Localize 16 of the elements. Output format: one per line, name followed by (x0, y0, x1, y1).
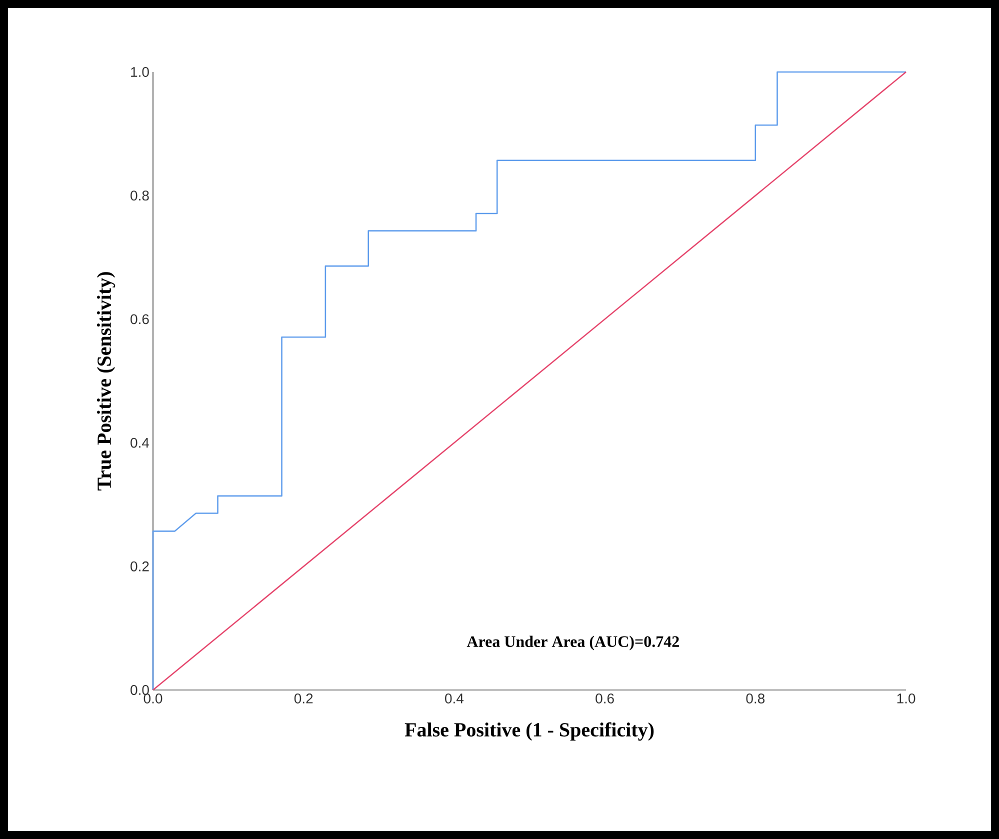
y-tick-label: 0.8 (130, 190, 149, 201)
x-tick-label: 0.0 (144, 694, 162, 704)
y-tick-label: 0.2 (130, 561, 149, 572)
x-axis-title: False Positive (1 - Specificity) (404, 722, 654, 741)
annotation: Area Under Area (AUC)=0.742 (466, 636, 679, 650)
x-tick-label: 0.6 (596, 694, 614, 704)
x-tick-label: 0.2 (294, 694, 313, 704)
y-axis-title: True Positive (Sensitivity) (96, 272, 116, 490)
y-tick-label: 0.4 (130, 438, 150, 448)
y-tick-label: 0.0 (130, 685, 149, 695)
line-series (152, 71, 907, 691)
y-tick-label: 0.6 (130, 314, 149, 324)
x-tick-label: 0.8 (746, 694, 765, 704)
x-tick-label: 1.0 (897, 694, 916, 704)
y-tick-label: 1.0 (131, 67, 149, 77)
x-tick-label: 0.4 (445, 694, 464, 704)
